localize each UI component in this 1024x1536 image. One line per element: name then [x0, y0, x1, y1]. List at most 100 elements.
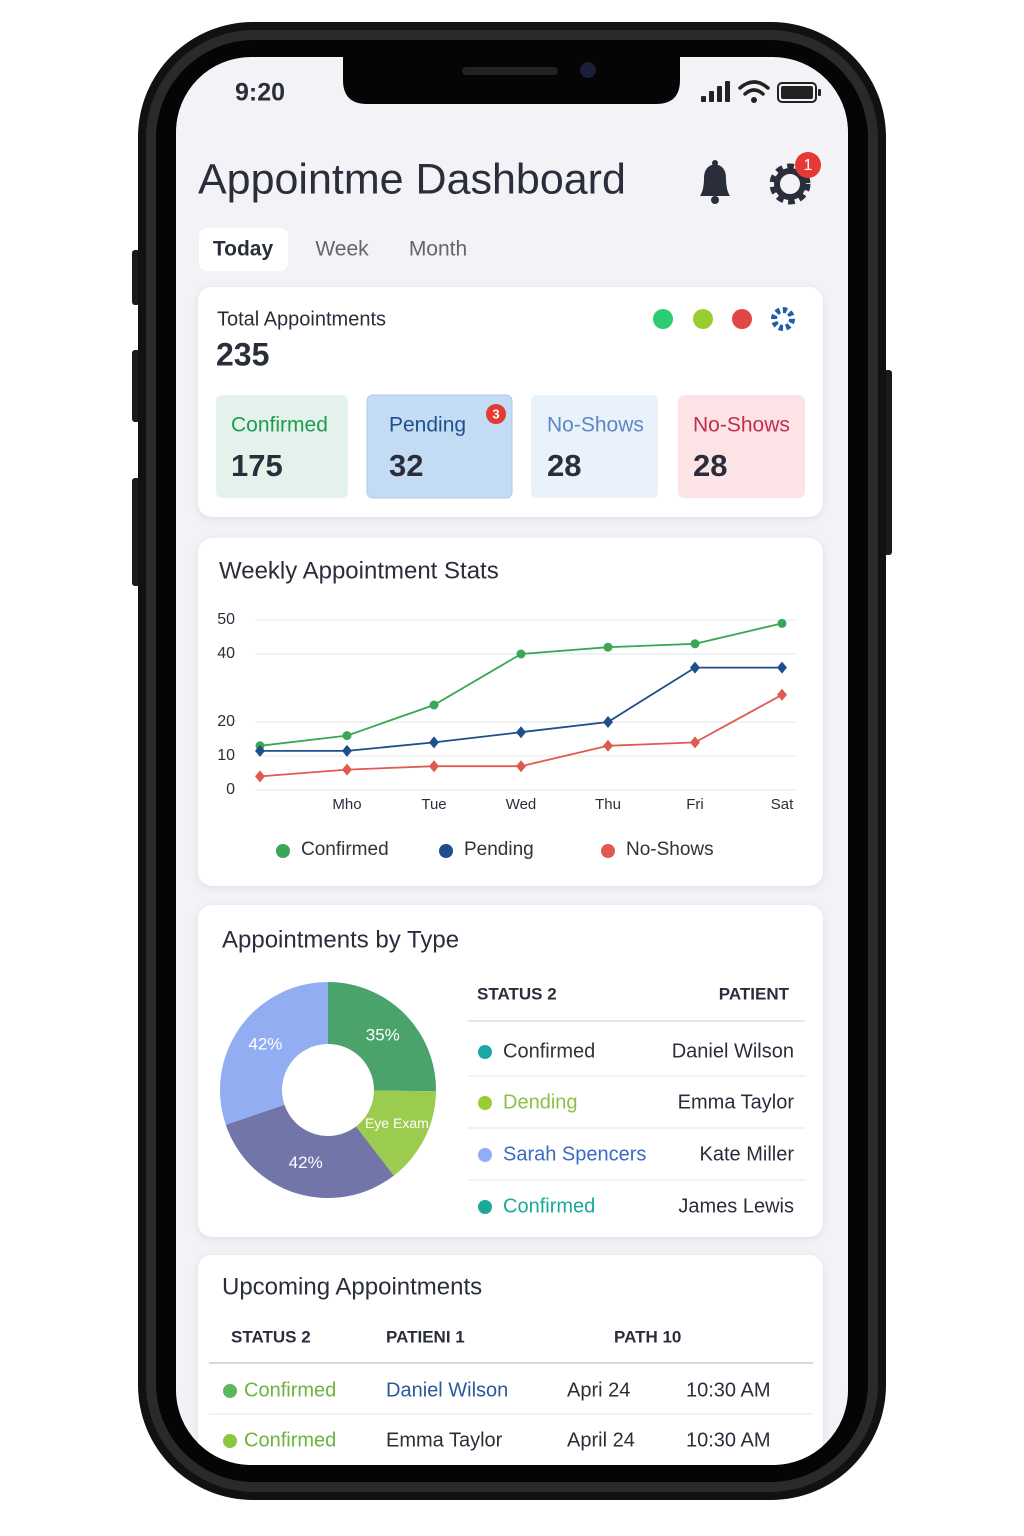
upcoming-status: Confirmed: [244, 1379, 336, 1401]
upcoming-status: Confirmed: [244, 1429, 336, 1451]
data-point: [690, 639, 700, 649]
stat-box[interactable]: [678, 395, 805, 498]
stat-box[interactable]: [531, 395, 658, 498]
stat-badge: [486, 404, 506, 424]
table-patient: Emma Taylor: [678, 1091, 795, 1113]
y-tick-label: 10: [217, 747, 235, 764]
wifi-icon: [738, 80, 770, 96]
legend-label: No-Shows: [626, 839, 714, 860]
upcoming-card: [198, 1255, 823, 1465]
data-point: [342, 763, 352, 776]
stat-box[interactable]: [216, 395, 348, 498]
chart-title: Weekly Appointment Stats: [219, 557, 499, 584]
tab[interactable]: Today: [213, 238, 274, 261]
table-header: STATUS 2: [477, 984, 557, 1003]
slice-label: 42%: [289, 1153, 323, 1172]
tab-active-bg: [199, 228, 288, 271]
line-chart-card: [198, 538, 823, 886]
data-point: [777, 688, 787, 701]
stat-badge-text: 3: [492, 406, 499, 421]
data-point: [603, 716, 613, 728]
stat-label: Pending: [389, 414, 466, 437]
notification-badge-text: 1: [804, 157, 813, 174]
data-point: [429, 760, 439, 773]
stat-value: 28: [693, 448, 727, 483]
stat-value: 175: [231, 448, 283, 483]
data-point: [342, 744, 352, 757]
upcoming-time: 10:30 AM: [686, 1429, 771, 1451]
tab[interactable]: Week: [315, 238, 369, 261]
status-dot: [478, 1200, 492, 1214]
battery-tip: [818, 89, 821, 96]
upcoming-title: Upcoming Appointments: [222, 1273, 482, 1300]
upcoming-time: 10:30 AM: [686, 1379, 771, 1401]
pie-slice: [225, 1104, 394, 1198]
camera: [580, 62, 596, 78]
notification-badge: [795, 152, 821, 178]
wifi-dot: [751, 97, 757, 103]
data-point: [255, 770, 265, 783]
x-tick-label: Mho: [332, 796, 361, 813]
table-status: Confirmed: [503, 1040, 595, 1062]
table-patient: Daniel Wilson: [672, 1040, 794, 1062]
data-point: [429, 736, 439, 749]
upcoming-patient[interactable]: Daniel Wilson: [386, 1379, 508, 1401]
stat-label: Confirmed: [231, 414, 328, 437]
chart-title: Appointments by Type: [222, 926, 459, 953]
legend-swatch: [276, 844, 290, 858]
table-header: STATUS 2: [231, 1327, 311, 1346]
table-header: PATIENI 1: [386, 1327, 465, 1346]
status-dot: [478, 1045, 492, 1059]
slice-label: 35%: [366, 1025, 400, 1044]
data-point: [603, 642, 613, 652]
status-dot: [732, 309, 752, 329]
x-tick-label: Sat: [771, 796, 794, 813]
upcoming-date: Apri 24: [567, 1379, 630, 1401]
table-status: Dending: [503, 1091, 578, 1113]
data-point: [429, 700, 439, 710]
bell-icon[interactable]: [700, 160, 730, 204]
speaker: [462, 67, 558, 75]
status-gear: [771, 307, 795, 331]
upcoming-patient[interactable]: Emma Taylor: [386, 1429, 503, 1451]
data-point: [255, 744, 265, 757]
table-header: PATIENT: [719, 984, 790, 1003]
data-point: [690, 736, 700, 749]
data-point: [516, 649, 526, 659]
status-dot: [693, 309, 713, 329]
pie-slice: [328, 982, 436, 1092]
status-dot: [653, 309, 673, 329]
table-patient: Kate Miller: [700, 1143, 795, 1165]
y-tick-label: 20: [217, 713, 235, 730]
status-dot: [478, 1148, 492, 1162]
legend-label: Pending: [464, 839, 534, 860]
data-point: [516, 760, 526, 773]
summary-total: 235: [216, 336, 269, 372]
x-tick-label: Thu: [595, 796, 621, 813]
stat-label: No-Shows: [547, 414, 644, 437]
status-time: 9:20: [235, 79, 285, 107]
table-status: Sarah Spencers: [503, 1143, 646, 1165]
legend-swatch: [439, 844, 453, 858]
data-point: [777, 661, 787, 674]
settings-icon[interactable]: [769, 163, 811, 205]
legend-swatch: [601, 844, 615, 858]
slice-label: Eye Exam: [365, 1115, 429, 1131]
tab[interactable]: Month: [409, 238, 467, 261]
status-dot: [223, 1434, 237, 1448]
data-point: [690, 661, 700, 674]
dashboard-title: Appointme Dashboard: [198, 155, 626, 203]
legend-label: Confirmed: [301, 839, 389, 860]
stat-label: No-Shows: [693, 414, 790, 437]
slice-label: 42%: [248, 1035, 282, 1054]
x-tick-label: Fri: [686, 796, 704, 813]
table-status: Confirmed: [503, 1195, 595, 1217]
table-patient: James Lewis: [678, 1195, 794, 1217]
stat-box[interactable]: [366, 394, 513, 499]
data-point: [777, 618, 787, 628]
summary-label: Total Appointments: [217, 308, 386, 330]
battery-level: [781, 86, 813, 99]
data-point: [603, 739, 613, 752]
